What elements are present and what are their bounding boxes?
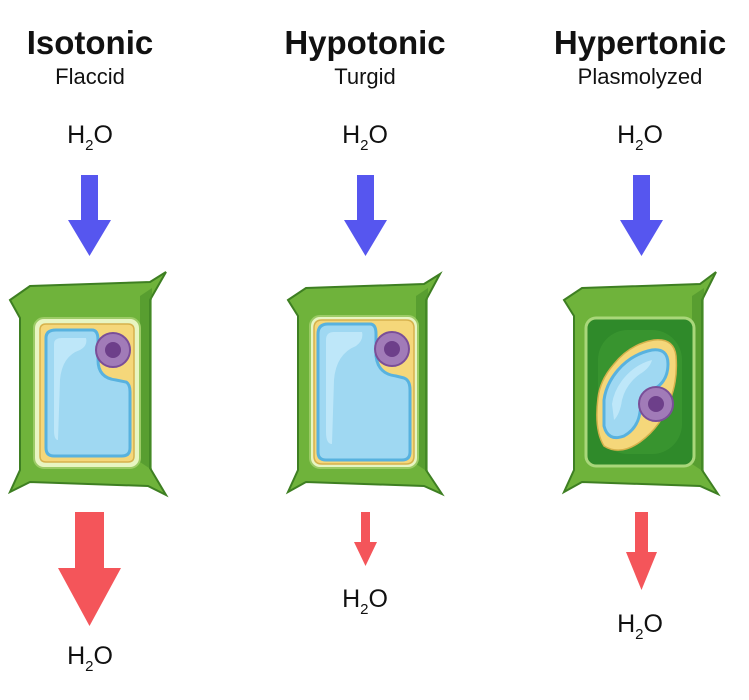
hypotonic-nucleolus (384, 341, 400, 357)
hypotonic-influx-arrow (344, 175, 387, 256)
isotonic-subtitle: Flaccid (55, 64, 125, 89)
hypotonic-vacuole (316, 322, 412, 462)
hypertonic-subtitle: Plasmolyzed (577, 64, 703, 89)
hypertonic-title: Hypertonic (553, 24, 727, 61)
hypertonic-influx-label: H2O (617, 121, 663, 154)
hypertonic-efflux-arrow (626, 512, 657, 590)
isotonic-vacuole-highlight (54, 338, 87, 440)
hypotonic-efflux-label: H2O (342, 585, 388, 618)
hypotonic-vacuole-highlight (326, 332, 363, 444)
column-isotonic: Isotonic Flaccid H2O H2O (0, 0, 200, 700)
isotonic-nucleolus (105, 342, 121, 358)
isotonic-efflux-label: H2O (67, 642, 113, 675)
hypertonic-efflux-label: H2O (617, 610, 663, 643)
hypertonic-cell (561, 271, 721, 497)
isotonic-title: Isotonic (26, 24, 154, 61)
isotonic-cell (7, 271, 169, 498)
isotonic-influx-arrow (68, 175, 111, 256)
hypotonic-influx-label: H2O (342, 121, 388, 154)
hypertonic-influx-arrow (620, 175, 663, 256)
hypertonic-nucleolus (648, 396, 664, 412)
isotonic-cell-wall-shade (140, 288, 152, 470)
isotonic-vacuole (44, 328, 132, 458)
isotonic-efflux-arrow (58, 512, 121, 626)
hypotonic-subtitle: Turgid (334, 64, 396, 89)
hypotonic-title: Hypotonic (284, 24, 446, 61)
hypertonic-vacuole (602, 348, 670, 440)
isotonic-influx-label: H2O (67, 121, 113, 154)
hypertonic-vacuole-highlight (612, 360, 652, 420)
hypotonic-efflux-arrow (354, 512, 377, 566)
column-hypertonic: Hypertonic Plasmolyzed H2O H2O (530, 0, 749, 700)
column-hypotonic: Hypotonic Turgid H2O H2O (255, 0, 475, 700)
hypotonic-cell (285, 271, 445, 497)
